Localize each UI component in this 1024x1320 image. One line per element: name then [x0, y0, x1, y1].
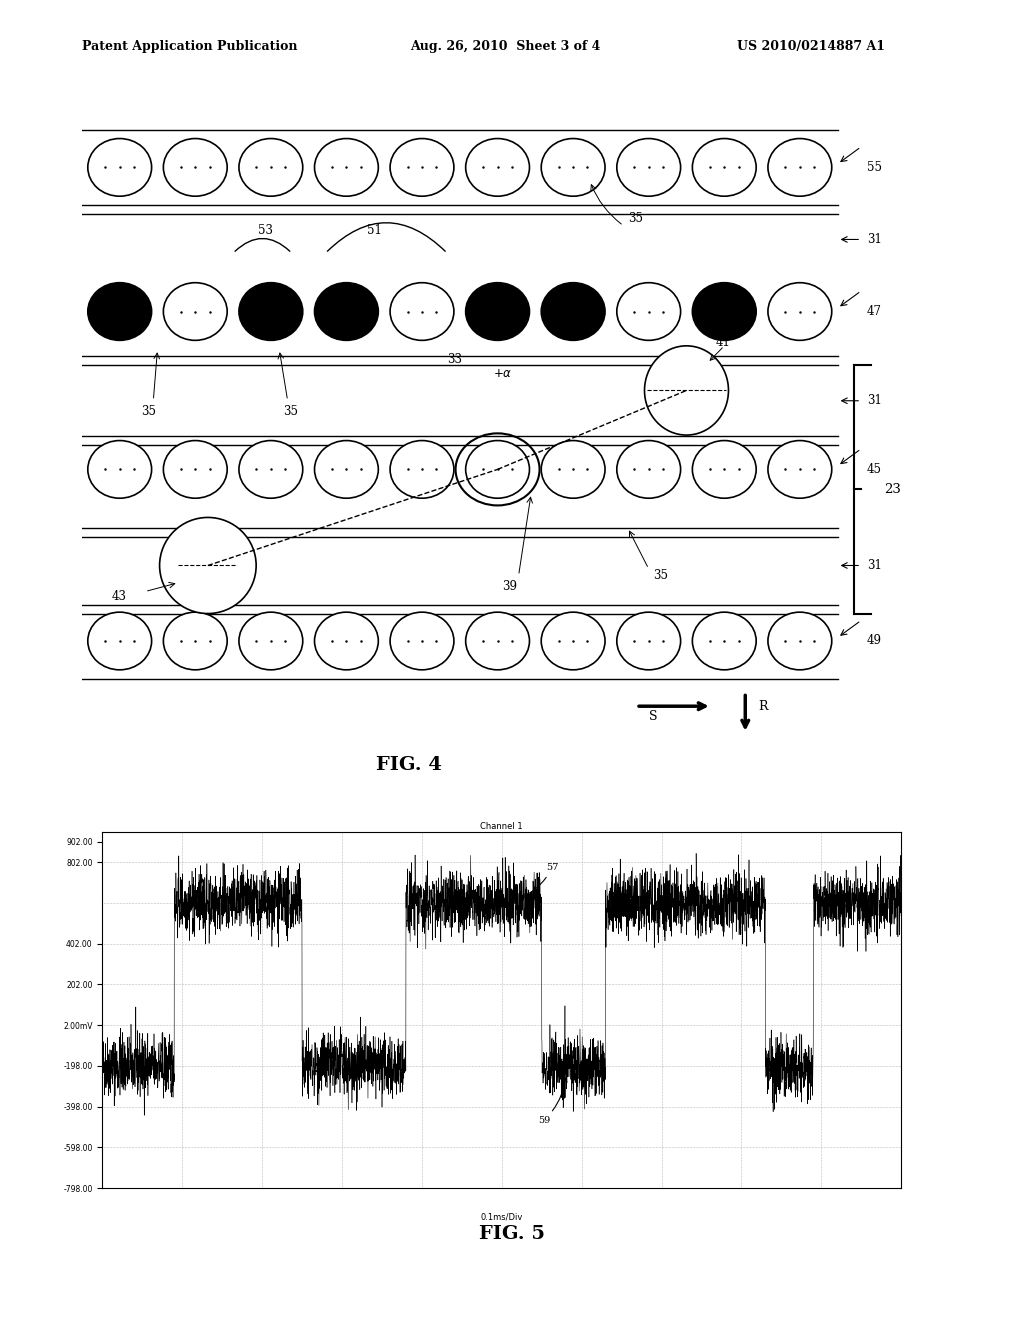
Ellipse shape — [542, 139, 605, 197]
Ellipse shape — [542, 441, 605, 498]
Ellipse shape — [164, 282, 227, 341]
Text: 47: 47 — [867, 305, 882, 318]
Text: $+\alpha$: $+\alpha$ — [494, 367, 513, 380]
Ellipse shape — [239, 139, 303, 197]
Ellipse shape — [644, 346, 728, 436]
Ellipse shape — [239, 282, 303, 341]
Ellipse shape — [390, 139, 454, 197]
Ellipse shape — [390, 612, 454, 669]
Ellipse shape — [542, 282, 605, 341]
Text: 31: 31 — [867, 232, 882, 246]
Text: 49: 49 — [867, 635, 882, 648]
Ellipse shape — [164, 441, 227, 498]
Ellipse shape — [466, 282, 529, 341]
Ellipse shape — [466, 612, 529, 669]
Text: 57: 57 — [521, 863, 558, 898]
Text: FIG. 5: FIG. 5 — [479, 1225, 545, 1243]
Ellipse shape — [314, 441, 378, 498]
Ellipse shape — [239, 441, 303, 498]
Text: 23: 23 — [884, 483, 901, 496]
Text: 31: 31 — [867, 395, 882, 408]
Text: 45: 45 — [867, 463, 882, 477]
Text: FIG. 4: FIG. 4 — [376, 755, 441, 774]
Title: Channel 1: Channel 1 — [480, 822, 523, 830]
Ellipse shape — [616, 612, 681, 669]
Text: R: R — [758, 700, 767, 713]
Ellipse shape — [768, 282, 831, 341]
Ellipse shape — [768, 441, 831, 498]
Text: Patent Application Publication: Patent Application Publication — [82, 40, 297, 53]
Ellipse shape — [692, 441, 756, 498]
Ellipse shape — [88, 612, 152, 669]
Ellipse shape — [692, 282, 756, 341]
Text: 33: 33 — [447, 352, 462, 366]
Ellipse shape — [314, 612, 378, 669]
Text: 35: 35 — [653, 569, 668, 582]
Ellipse shape — [314, 139, 378, 197]
Ellipse shape — [616, 139, 681, 197]
Ellipse shape — [314, 282, 378, 341]
Ellipse shape — [88, 139, 152, 197]
Ellipse shape — [466, 139, 529, 197]
Ellipse shape — [692, 139, 756, 197]
Ellipse shape — [164, 612, 227, 669]
Ellipse shape — [390, 282, 454, 341]
Ellipse shape — [88, 282, 152, 341]
Text: 55: 55 — [867, 161, 882, 174]
Ellipse shape — [239, 612, 303, 669]
Text: 51: 51 — [368, 224, 382, 238]
Text: US 2010/0214887 A1: US 2010/0214887 A1 — [737, 40, 886, 53]
Ellipse shape — [390, 441, 454, 498]
Text: 35: 35 — [284, 404, 298, 417]
Ellipse shape — [88, 441, 152, 498]
Text: 31: 31 — [867, 558, 882, 572]
Text: 39: 39 — [502, 579, 517, 593]
Text: 59: 59 — [538, 1078, 567, 1125]
Ellipse shape — [542, 612, 605, 669]
Text: 0.1ms/Div: 0.1ms/Div — [480, 1213, 523, 1221]
Ellipse shape — [466, 441, 529, 498]
Ellipse shape — [616, 441, 681, 498]
Text: 43: 43 — [112, 590, 126, 603]
Text: 35: 35 — [628, 213, 643, 226]
Ellipse shape — [768, 612, 831, 669]
Text: Aug. 26, 2010  Sheet 3 of 4: Aug. 26, 2010 Sheet 3 of 4 — [410, 40, 600, 53]
Ellipse shape — [160, 517, 256, 614]
Text: 41: 41 — [716, 335, 731, 348]
Ellipse shape — [692, 612, 756, 669]
Ellipse shape — [768, 139, 831, 197]
Text: S: S — [649, 710, 657, 723]
Ellipse shape — [616, 282, 681, 341]
Ellipse shape — [164, 139, 227, 197]
Text: 35: 35 — [140, 404, 156, 417]
Text: 53: 53 — [258, 224, 273, 238]
